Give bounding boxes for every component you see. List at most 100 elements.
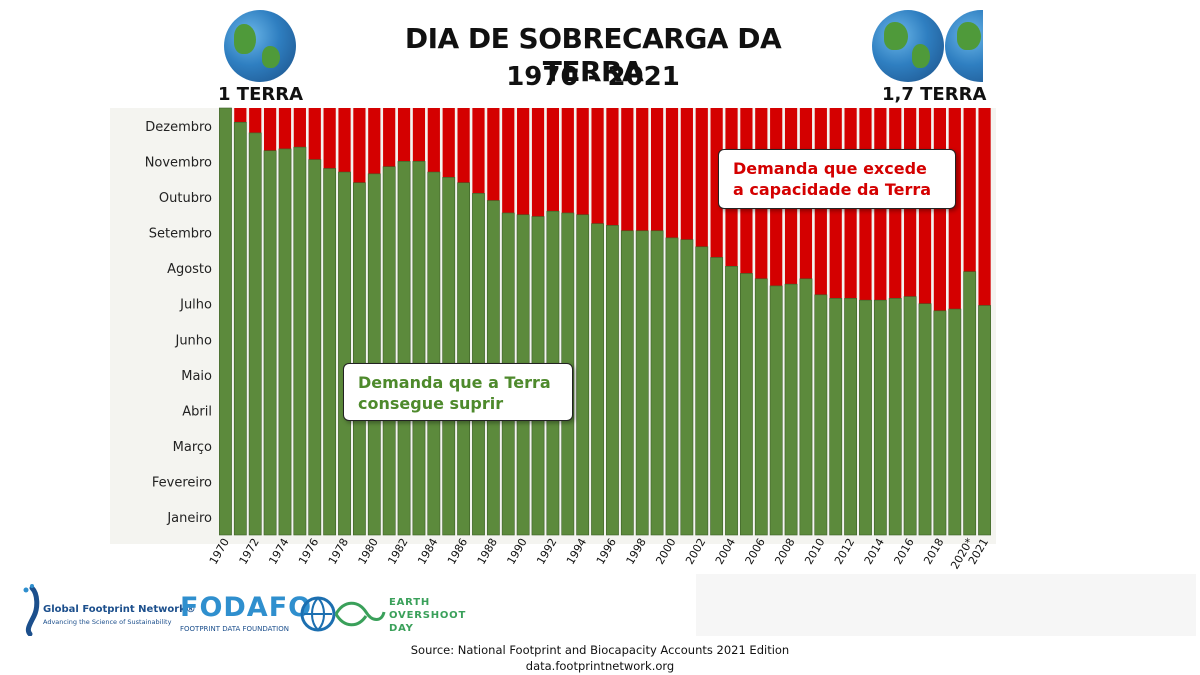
gfn-logo-tagline: Advancing the Science of Sustainability xyxy=(43,618,172,626)
bar-supply-1979 xyxy=(352,182,366,536)
bar-supply-1984 xyxy=(427,171,441,536)
y-tick-label: Julho xyxy=(179,298,212,313)
bar-excess-1981 xyxy=(383,108,396,167)
bar-supply-2008 xyxy=(784,283,798,536)
y-tick-label: Agosto xyxy=(167,262,212,277)
earth-globe-icon xyxy=(872,10,944,82)
bar-excess-1976 xyxy=(308,108,321,160)
excess-demand-callout: Demanda que excede a capacidade da Terra xyxy=(718,149,956,209)
bar-excess-1982 xyxy=(397,108,411,162)
bar-excess-1974 xyxy=(278,108,292,149)
bar-supply-2015 xyxy=(888,298,902,536)
bar-supply-1982 xyxy=(397,161,411,536)
source-citation: Source: National Footprint and Biocapaci… xyxy=(300,642,900,674)
bar-supply-2011 xyxy=(829,298,843,536)
bar-excess-2001 xyxy=(680,108,693,240)
y-tick-label: Outubro xyxy=(159,191,212,206)
y-tick-label: Maio xyxy=(181,369,212,384)
bar-supply-2013 xyxy=(859,299,872,536)
fodafo-logo-tagline: FOOTPRINT DATA FOUNDATION xyxy=(180,625,289,633)
bar-excess-1999 xyxy=(650,108,664,231)
bar-supply-1971 xyxy=(233,121,247,536)
bar-supply-2016 xyxy=(903,296,917,536)
bar-excess-2000 xyxy=(665,108,679,238)
bar-excess-1987 xyxy=(472,108,485,194)
bar-supply-1995 xyxy=(591,223,604,536)
bar-excess-1996 xyxy=(606,108,619,226)
bar-supply-2017 xyxy=(918,303,932,536)
bar-supply-2018 xyxy=(933,310,947,536)
y-tick-label: Junho xyxy=(174,333,212,348)
fodafo-logo-name: FODAFO xyxy=(180,592,313,623)
bar-excess-1983 xyxy=(412,108,426,162)
bar-excess-1977 xyxy=(323,108,336,169)
bar-supply-2019 xyxy=(948,308,962,536)
partial-globe-clip xyxy=(945,10,983,82)
bar-supply-2000 xyxy=(665,237,679,536)
bar-supply-2003 xyxy=(710,257,724,536)
bar-supply-2020* xyxy=(963,271,977,536)
bar-excess-1972 xyxy=(249,108,262,133)
bar-excess-1978 xyxy=(338,108,351,173)
bar-supply-2004 xyxy=(725,266,738,536)
bar-supply-1994 xyxy=(576,214,590,536)
eod-line-3: DAY xyxy=(389,623,414,634)
bar-supply-2001 xyxy=(680,239,694,536)
bar-excess-1998 xyxy=(636,108,649,231)
supply-demand-callout: Demanda que a Terra consegue suprir xyxy=(343,363,573,421)
bar-excess-1992 xyxy=(546,108,560,212)
bar-supply-1981 xyxy=(382,166,396,536)
bar-excess-1973 xyxy=(263,108,277,151)
chart-subtitle-years: 1970 - 2021 xyxy=(506,62,680,92)
earth-globe-icon xyxy=(224,10,296,82)
bar-excess-1971 xyxy=(234,108,247,123)
bar-supply-1980 xyxy=(367,173,381,536)
one-earth-label: 1 TERRA xyxy=(218,84,304,105)
bar-supply-1974 xyxy=(278,148,292,536)
source-text: Source: National Footprint and Biocapaci… xyxy=(410,643,790,657)
bar-supply-1985 xyxy=(442,177,456,536)
bar-supply-1999 xyxy=(650,230,664,536)
bar-supply-2002 xyxy=(695,246,709,536)
y-tick-label: Março xyxy=(173,440,212,455)
bar-supply-2005 xyxy=(739,273,753,536)
multi-earth-label: 1,7 TERRA xyxy=(882,84,987,105)
bar-excess-1989 xyxy=(502,108,515,213)
y-tick-label: Setembro xyxy=(149,227,212,242)
eod-line-2: OVERSHOOT xyxy=(389,610,467,621)
footer-blank-panel xyxy=(696,574,1196,636)
bar-excess-2018 xyxy=(933,108,947,311)
bar-excess-1995 xyxy=(591,108,604,224)
bar-supply-2014 xyxy=(873,299,887,536)
bar-excess-2003 xyxy=(710,108,723,258)
gfn-logo-name: Global Footprint Network® xyxy=(43,604,196,615)
bar-supply-1998 xyxy=(635,230,649,536)
y-tick-label: Dezembro xyxy=(145,120,212,135)
bar-excess-1991 xyxy=(531,108,545,217)
bar-supply-1997 xyxy=(620,230,634,536)
y-tick-label: Novembro xyxy=(145,155,212,170)
bar-excess-2002 xyxy=(695,108,708,247)
bar-excess-1980 xyxy=(368,108,381,174)
bar-supply-2009 xyxy=(799,278,813,536)
source-url: data.footprintnetwork.org xyxy=(525,659,675,673)
eod-line-1: EARTH xyxy=(389,597,431,608)
bar-supply-2006 xyxy=(754,278,768,536)
bar-excess-1993 xyxy=(561,108,574,213)
footprint-icon xyxy=(23,584,40,636)
bar-supply-1972 xyxy=(248,132,262,536)
bar-excess-2020* xyxy=(963,108,976,272)
bar-supply-2021 xyxy=(978,305,991,536)
bar-excess-1985 xyxy=(442,108,455,178)
earth-overshoot-day-icon xyxy=(300,596,386,632)
bar-excess-2021 xyxy=(978,108,991,306)
y-tick-label: Janeiro xyxy=(166,511,212,526)
y-tick-label: Abril xyxy=(182,404,212,419)
chart-title: DIA DE SOBRECARGA DA TERRA xyxy=(404,22,782,88)
bar-supply-2007 xyxy=(769,285,783,536)
bar-excess-1990 xyxy=(517,108,530,215)
bar-excess-1994 xyxy=(576,108,589,215)
bar-excess-1975 xyxy=(293,108,306,148)
bar-supply-2010 xyxy=(814,294,828,536)
